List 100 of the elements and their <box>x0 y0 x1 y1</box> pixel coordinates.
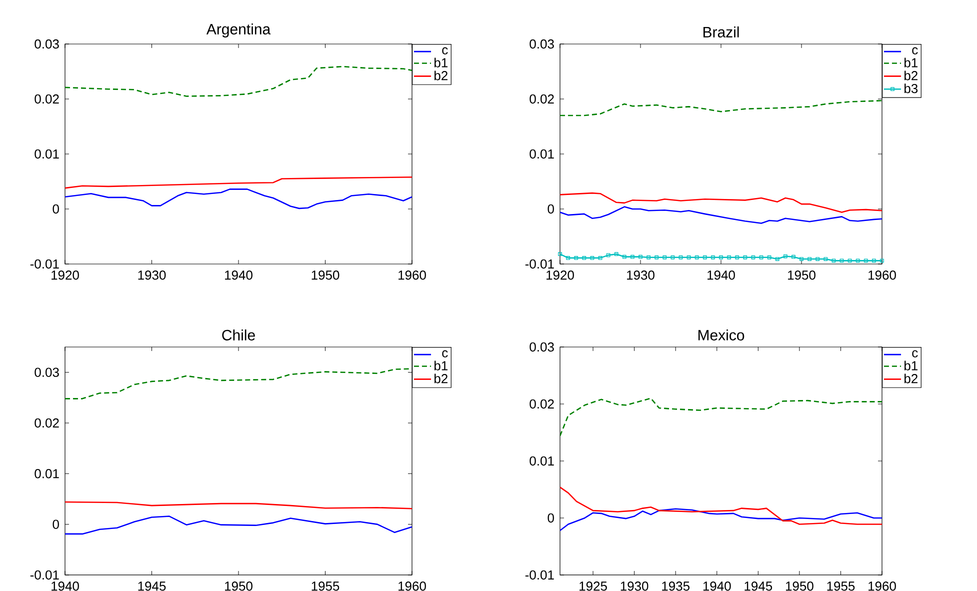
chart-title: Chile <box>222 329 255 340</box>
x-tick-label: 1935 <box>662 582 690 591</box>
legend-label: c <box>442 47 448 54</box>
y-tick-label: 0.03 <box>530 342 554 352</box>
point <box>864 258 868 263</box>
point <box>638 254 642 259</box>
chart-title: Mexico <box>698 329 744 340</box>
point <box>678 255 683 260</box>
x-tick-label: 1960 <box>868 582 896 591</box>
y-tick-label: 0.03 <box>34 368 59 377</box>
y-tick-label: 0.02 <box>34 94 59 104</box>
y-tick-label: 0 <box>548 204 554 214</box>
point <box>582 256 586 260</box>
point <box>566 256 570 260</box>
line-series <box>560 508 882 532</box>
point <box>735 255 740 260</box>
y-tick-label: 0.01 <box>34 469 59 478</box>
x-tick-label: 1945 <box>138 582 166 591</box>
point <box>840 258 844 263</box>
line-series <box>65 176 412 189</box>
point <box>775 257 780 261</box>
legend-label: c <box>912 47 918 54</box>
y-tick-label: -0.01 <box>30 570 59 580</box>
point <box>824 257 828 261</box>
x-tick-label: 1940 <box>225 270 252 280</box>
x-tick-label: 1950 <box>788 270 816 280</box>
y-tick-label: 0.02 <box>34 418 59 428</box>
x-tick-label: 1940 <box>52 582 79 591</box>
x-tick-label: 1945 <box>744 582 772 591</box>
legend-label: b1 <box>904 360 918 370</box>
x-tick-label: 1960 <box>868 270 896 280</box>
legend-label: b1 <box>904 58 918 68</box>
point <box>702 255 707 260</box>
line-series <box>65 188 412 210</box>
point <box>792 254 796 259</box>
x-tick-label: 1950 <box>225 582 252 591</box>
line-series <box>65 66 412 97</box>
x-tick-label: 1930 <box>138 270 166 280</box>
point <box>654 255 659 260</box>
legend-label: b1 <box>434 58 448 68</box>
line-series <box>560 486 882 525</box>
chart-title: Brazil <box>703 26 739 38</box>
x-tick-label: 1930 <box>627 270 654 280</box>
x-tick-label: 1955 <box>827 582 855 591</box>
point <box>719 255 723 260</box>
legend-label: b2 <box>434 70 448 80</box>
y-tick-label: 0 <box>52 520 59 529</box>
chart-title: Argentina <box>206 23 271 38</box>
point <box>606 253 610 258</box>
x-tick-label: 1920 <box>546 270 574 280</box>
point <box>816 257 820 261</box>
line-series <box>65 516 412 535</box>
point <box>662 255 667 260</box>
point <box>783 254 788 258</box>
x-tick-label: 1940 <box>708 270 735 280</box>
point <box>759 255 764 260</box>
y-tick-label: 0.02 <box>530 94 554 104</box>
point <box>808 257 812 261</box>
y-tick-label: 0.01 <box>530 149 554 159</box>
line-series <box>560 192 882 213</box>
point <box>743 255 748 260</box>
x-tick-label: 1920 <box>52 270 79 280</box>
legend-label: b2 <box>904 70 918 80</box>
point <box>872 258 876 263</box>
point <box>800 257 804 261</box>
point <box>622 254 626 259</box>
y-tick-label: -0.01 <box>30 259 59 269</box>
line-series <box>560 398 882 437</box>
y-tick-label: -0.01 <box>525 259 554 269</box>
point <box>590 256 594 260</box>
point <box>646 255 651 260</box>
y-tick-label: 0.03 <box>530 39 554 49</box>
legend-label: c <box>442 350 448 358</box>
y-tick-label: -0.01 <box>525 570 554 580</box>
point <box>598 256 602 260</box>
x-tick-label: 1960 <box>398 270 426 280</box>
y-tick-label: 0.02 <box>530 399 554 409</box>
point <box>614 252 618 256</box>
x-tick-label: 1960 <box>398 582 426 591</box>
legend-label: c <box>912 350 918 358</box>
y-tick-label: 0 <box>548 513 554 523</box>
line-series <box>560 206 882 224</box>
y-tick-label: 0 <box>52 204 59 214</box>
point <box>848 258 852 263</box>
point <box>574 256 578 260</box>
y-tick-label: 0.01 <box>34 149 59 159</box>
point <box>727 255 732 260</box>
x-tick-label: 1925 <box>580 582 607 591</box>
legend-label: b2 <box>434 374 448 384</box>
point <box>686 255 691 260</box>
x-tick-label: 1950 <box>312 270 340 280</box>
x-tick-label: 1940 <box>703 582 731 591</box>
point <box>711 255 715 260</box>
y-tick-label: 0.03 <box>34 39 59 49</box>
point <box>832 258 836 263</box>
point <box>694 255 699 260</box>
point <box>767 255 772 260</box>
point <box>670 255 675 260</box>
point <box>856 258 860 263</box>
x-tick-label: 1950 <box>786 582 814 591</box>
